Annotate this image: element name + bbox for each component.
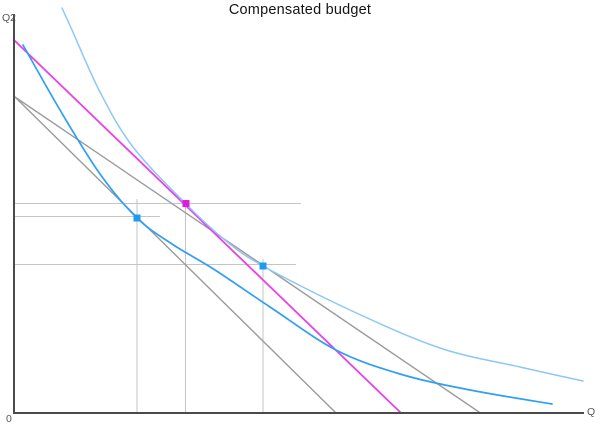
- x-axis-label: Q: [587, 406, 596, 418]
- chart-title: Compensated budget: [228, 2, 372, 18]
- optimum-point-original: [259, 262, 267, 270]
- budget-line-compensated: [14, 40, 401, 413]
- origin-label: 0: [6, 413, 12, 425]
- axes: [13, 14, 584, 414]
- indifference-curve-original: [61, 7, 584, 382]
- budget-line-new: [14, 96, 336, 413]
- optimum-point-compensated: [182, 200, 190, 207]
- budget-line-original: [14, 96, 480, 413]
- optimum-point-new: [133, 214, 141, 222]
- y-axis-label: Q2: [2, 12, 17, 24]
- indifference-curve-new: [22, 44, 553, 405]
